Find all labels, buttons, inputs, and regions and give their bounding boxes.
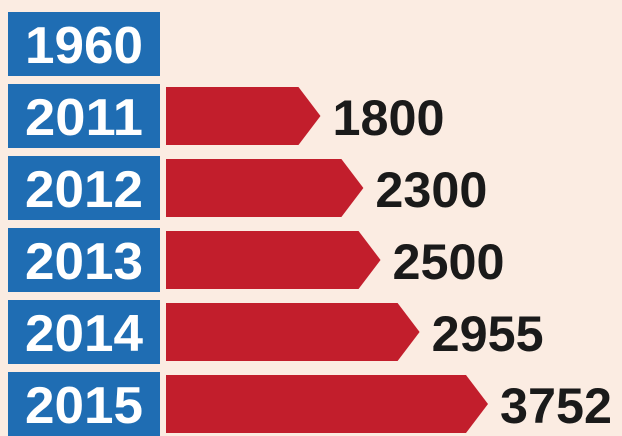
bar (166, 87, 321, 145)
category-label: 1960 (25, 17, 143, 75)
category-label: 2012 (25, 161, 143, 219)
category-label: 2014 (25, 305, 143, 363)
category-label: 2015 (25, 377, 143, 435)
category-box (8, 156, 160, 220)
value-label: 2955 (432, 306, 544, 362)
bar (166, 231, 381, 289)
category-label: 2011 (25, 89, 143, 147)
value-label: 2500 (393, 234, 505, 290)
value-label: 3752 (500, 378, 612, 434)
category-box (8, 84, 160, 148)
category-box (8, 228, 160, 292)
bar (166, 159, 364, 217)
category-label: 2013 (25, 233, 143, 291)
bar (166, 375, 488, 433)
category-box (8, 372, 160, 436)
value-label: 1800 (332, 90, 444, 146)
bar (166, 303, 420, 361)
category-box (8, 300, 160, 364)
value-label: 2300 (375, 162, 487, 218)
category-box (8, 12, 160, 76)
